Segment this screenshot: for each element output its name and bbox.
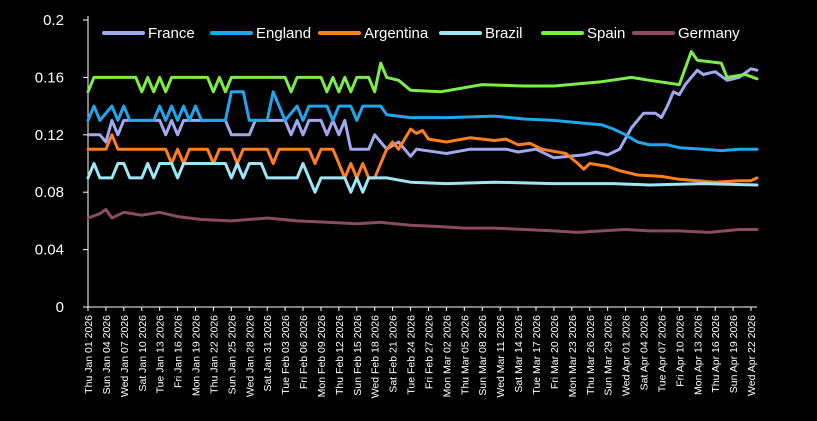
x-tick-label: Wed Jan 07 2026 — [119, 315, 131, 397]
y-axis: 0 0.04 0.08 0.12 0.16 0.2 — [35, 12, 89, 316]
series-line-brazil — [86, 162, 759, 194]
series-line-france — [86, 67, 759, 160]
y-tick-label: 0.08 — [35, 184, 64, 201]
x-tick-label: Tue Feb 03 2026 — [280, 315, 292, 395]
y-tick-label: 0.2 — [43, 12, 64, 29]
legend-label-germany: Germany — [678, 25, 740, 42]
legend: France England Argentina Brazil Spain Germany — [102, 25, 740, 42]
legend-label-spain: Spain — [587, 25, 625, 42]
x-tick-label: Fri Jan 16 2026 — [173, 315, 185, 388]
series-line-germany — [86, 207, 759, 234]
x-tick-label: Fri Apr 10 2026 — [674, 315, 686, 387]
x-tick-label: Sat Jan 10 2026 — [137, 315, 149, 392]
legend-label-england: England — [256, 25, 311, 42]
x-tick-label: Mon Jan 19 2026 — [191, 315, 203, 396]
x-tick-label: Wed Feb 18 2026 — [370, 315, 382, 398]
legend-label-brazil: Brazil — [485, 25, 523, 42]
series-line-spain — [86, 50, 759, 94]
x-tick-label: Tue Jan 13 2026 — [155, 315, 167, 394]
x-tick-label: Thu Jan 01 2026 — [83, 315, 95, 394]
legend-label-argentina: Argentina — [364, 25, 429, 42]
legend-label-france: France — [148, 25, 195, 42]
x-axis: Thu Jan 01 2026 Sun Jan 04 2026 Wed Jan 07… — [83, 306, 758, 398]
x-tick-label: Mon Mar 02 2026 — [441, 315, 453, 397]
x-tick-label: Fri Mar 20 2026 — [549, 315, 561, 389]
x-tick-label: Thu Mar 05 2026 — [459, 315, 471, 395]
x-tick-label: Mon Feb 09 2026 — [316, 315, 328, 397]
x-tick-label: Sun Jan 04 2026 — [101, 315, 113, 395]
x-tick-label: Sat Jan 31 2026 — [262, 315, 274, 392]
x-tick-label: Tue Mar 17 2026 — [531, 315, 543, 395]
x-tick-label: Sun Jan 25 2026 — [226, 315, 238, 395]
x-tick-label: Sat Apr 04 2026 — [639, 315, 651, 390]
x-tick-label: Sun Mar 08 2026 — [477, 315, 489, 396]
y-tick-label: 0.04 — [35, 242, 64, 259]
x-tick-label: Sun Feb 15 2026 — [352, 315, 364, 396]
x-tick-label: Thu Apr 16 2026 — [710, 315, 722, 393]
y-tick-label: 0.16 — [35, 69, 64, 86]
x-tick-label: Mon Mar 23 2026 — [567, 315, 579, 397]
x-tick-label: Thu Jan 22 2026 — [208, 315, 220, 394]
x-tick-label: Sat Feb 21 2026 — [388, 315, 400, 393]
x-tick-label: Mon Apr 13 2026 — [692, 315, 704, 395]
x-tick-label: Wed Apr 01 2026 — [621, 315, 633, 396]
x-tick-label: Sat Mar 14 2026 — [513, 315, 525, 393]
x-tick-label: Tue Feb 24 2026 — [406, 315, 418, 395]
x-tick-label: Wed Jan 28 2026 — [244, 315, 256, 397]
x-tick-label: Wed Mar 11 2026 — [495, 315, 507, 398]
x-tick-label: Sun Mar 29 2026 — [603, 315, 615, 396]
x-tick-label: Sun Apr 19 2026 — [728, 315, 740, 393]
x-tick-label: Thu Feb 12 2026 — [334, 315, 346, 395]
y-tick-label: 0 — [56, 299, 64, 316]
series-line-england — [86, 90, 759, 153]
x-tick-label: Fri Feb 06 2026 — [298, 315, 310, 389]
x-tick-label: Tue Apr 07 2026 — [656, 315, 668, 392]
series-line-argentina — [86, 127, 759, 184]
y-tick-label: 0.12 — [35, 127, 64, 144]
series-lines — [86, 50, 759, 234]
x-tick-label: Wed Apr 22 2026 — [746, 315, 758, 396]
x-tick-label: Fri Feb 27 2026 — [423, 315, 435, 389]
x-tick-label: Thu Mar 26 2026 — [585, 315, 597, 395]
